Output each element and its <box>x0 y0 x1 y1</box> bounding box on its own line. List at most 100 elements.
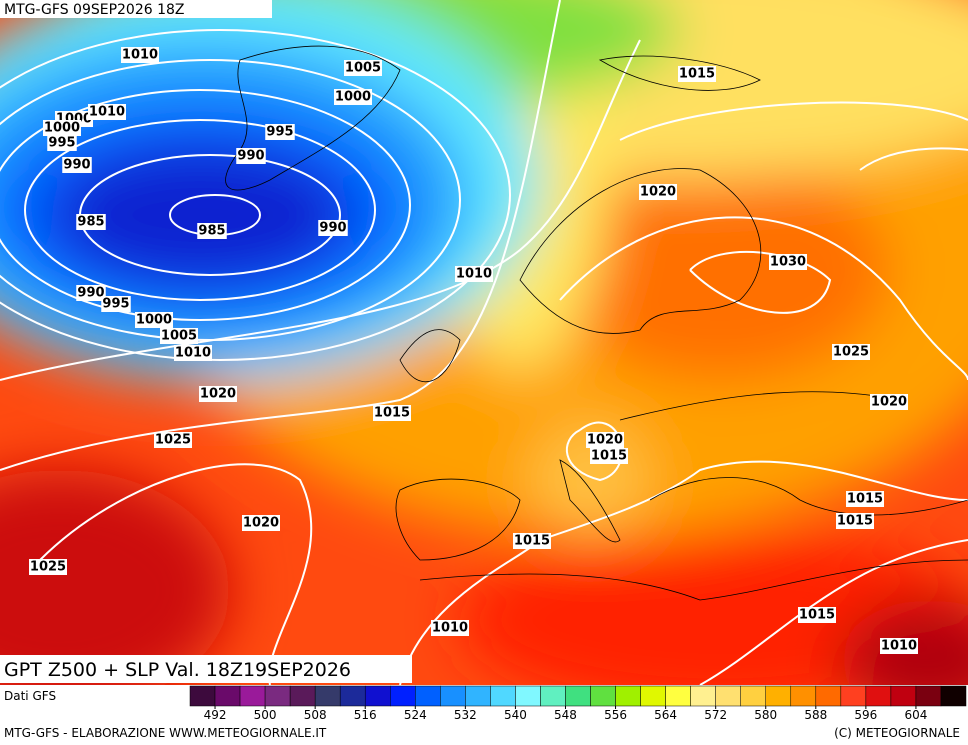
colorbar-swatch <box>289 685 316 707</box>
colorbar-tick-label: 580 <box>754 708 777 722</box>
isobar-label: 1000 <box>136 313 172 328</box>
colorbar-tick-label: 596 <box>854 708 877 722</box>
isobar-label-bg <box>590 448 628 464</box>
isobar-label: 990 <box>77 286 104 301</box>
colorbar-swatch <box>565 685 591 707</box>
isobar-label-bg <box>769 254 807 270</box>
product-label: GPT Z500 + SLP Val. 18Z19SEP2026 <box>4 659 351 681</box>
isobar-label-bg <box>76 285 106 301</box>
colorbar-swatch <box>415 685 441 707</box>
colorbar: 492 500 508 516 524 532 540 548 556 564 572 580 588 5… <box>189 685 967 722</box>
colorbar-swatch <box>314 685 341 707</box>
isobar-label-bg <box>880 638 918 654</box>
footer-right: (C) METEOGIORNALE <box>834 726 960 740</box>
colorbar-swatch <box>615 685 641 707</box>
isobar-label: 995 <box>48 136 75 151</box>
colorbar-swatch <box>390 685 416 707</box>
isobar-label: 985 <box>77 215 104 230</box>
colorbar-tick-label: 516 <box>354 708 377 722</box>
colorbar-tick-label: 604 <box>904 708 927 722</box>
isobar-label: 1010 <box>89 105 125 120</box>
colorbar-tick-label: 524 <box>404 708 427 722</box>
isobar-label-bg <box>199 386 237 402</box>
isobar-label: 1015 <box>591 449 627 464</box>
colorbar-swatch <box>940 685 967 707</box>
isobar-label: 1025 <box>833 345 869 360</box>
isobar-label: 1005 <box>161 329 197 344</box>
isobar-label: 1020 <box>243 516 279 531</box>
isobar-label-bg <box>334 89 372 105</box>
colorbar-swatch <box>740 685 766 707</box>
footer-left: MTG-GFS - ELABORAZIONE WWW.METEOGIORNALE… <box>4 726 327 740</box>
colorbar-tick-label: 492 <box>204 708 227 722</box>
isobar-label: 990 <box>237 149 264 164</box>
isobar-label: 1025 <box>155 433 191 448</box>
isobar-label: 1015 <box>847 492 883 507</box>
isobar-label: 1025 <box>30 560 66 575</box>
isobar-label: 1015 <box>837 514 873 529</box>
isobar-label-bg <box>76 214 106 230</box>
isobar-label-bg <box>513 533 551 549</box>
isobar-label-bg <box>197 223 227 239</box>
colorbar-swatch <box>915 685 942 707</box>
colorbar-swatch <box>790 685 817 707</box>
isobar-label-bg <box>344 60 382 76</box>
colorbar-swatch <box>364 685 391 707</box>
isobar-label-bg <box>836 513 874 529</box>
isobar-label-bg <box>29 559 67 575</box>
isobar-label-bg <box>160 328 198 344</box>
isobar-label-bg <box>455 266 493 282</box>
isobar-label-bg <box>242 515 280 531</box>
isobar-label: 1010 <box>456 267 492 282</box>
isobar-label: 1010 <box>881 639 917 654</box>
isobar-label-bg <box>846 491 884 507</box>
isobar-label-bg <box>639 184 677 200</box>
colorbar-swatch <box>890 685 917 707</box>
isobar-label: 1020 <box>200 387 236 402</box>
isobar-label: 1010 <box>432 621 468 636</box>
isobar-label-bg <box>101 296 131 312</box>
isobar-label: 1000 <box>44 121 80 136</box>
isobar-label-bg <box>236 148 266 164</box>
colorbar-tick-label: 572 <box>704 708 727 722</box>
isobar-label: 1000 <box>335 90 371 105</box>
isobar-label-bg <box>88 104 126 120</box>
isobar-label: 1005 <box>345 61 381 76</box>
coastlines <box>225 45 968 601</box>
colorbar-tick-label: 588 <box>804 708 827 722</box>
colorbar-swatch <box>239 685 266 707</box>
isobar-label: 1010 <box>122 48 158 63</box>
isobar-label-bg <box>318 220 348 236</box>
colorbar-swatch <box>440 685 466 707</box>
isobar-label-bg <box>265 124 295 140</box>
isobar-label: 990 <box>319 221 346 236</box>
isobar-label-bg <box>832 344 870 360</box>
isobar-label: 985 <box>198 224 225 239</box>
colorbar-swatch <box>540 685 566 707</box>
isobar-label-bg <box>47 135 77 151</box>
isobar-label-bg <box>678 66 716 82</box>
colorbar-tick-label: 548 <box>554 708 577 722</box>
product-box <box>0 655 412 683</box>
isobar-label: 1020 <box>640 185 676 200</box>
isobar-label-bg <box>373 405 411 421</box>
colorbar-swatch <box>189 685 216 707</box>
colorbar-swatch <box>690 685 716 707</box>
colorbar-swatch <box>715 685 741 707</box>
isobar-label: 1020 <box>587 433 623 448</box>
colorbar-swatch <box>214 685 241 707</box>
colorbar-swatch <box>765 685 792 707</box>
isobar-label-bg <box>121 47 159 63</box>
run-label: MTG-GFS 09SEP2026 18Z <box>4 2 185 18</box>
colorbar-swatch <box>490 685 516 707</box>
isobar-label: 995 <box>266 125 293 140</box>
isobar-label-bg <box>174 345 212 361</box>
colorbar-swatch <box>815 685 842 707</box>
isobar-label: 1020 <box>871 395 907 410</box>
colorbar-swatch <box>515 685 541 707</box>
isobar-label: 995 <box>102 297 129 312</box>
isobar-label: 1015 <box>514 534 550 549</box>
